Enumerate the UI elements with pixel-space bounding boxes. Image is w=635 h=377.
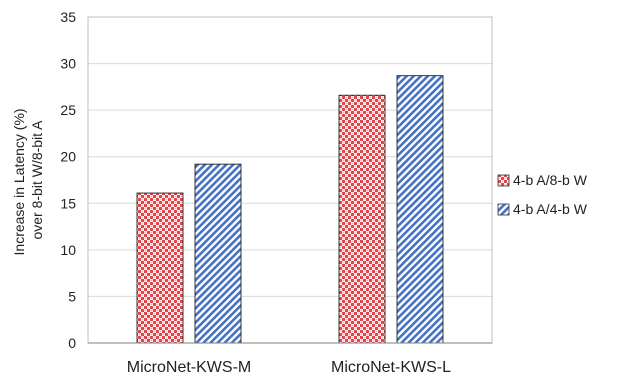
y-tick-label: 5	[68, 288, 76, 304]
bar-1-2	[338, 94, 386, 344]
legend: 4-b A/8-b W 4-b A/4-b W	[497, 172, 588, 217]
legend-item-1: 4-b A/8-b W	[497, 172, 588, 188]
legend-label-1: 4-b A/8-b W	[513, 172, 588, 188]
axes	[87, 16, 493, 344]
y-tick-label: 20	[60, 149, 76, 165]
legend-swatch-2	[497, 203, 510, 216]
bars	[136, 75, 444, 344]
y-tick-label: 35	[60, 9, 76, 25]
bar-2-1	[194, 163, 242, 344]
y-axis-label-line-2: over 8-bit W/8-bit A	[29, 120, 45, 240]
bar-1-1	[136, 192, 184, 344]
legend-swatch-1	[497, 174, 510, 187]
y-tick-label: 30	[60, 56, 76, 72]
y-tick-label: 15	[60, 195, 76, 211]
x-category-label: MicroNet-KWS-L	[331, 359, 451, 376]
y-tick-labels: 0 5 10 15 20 25 30 35	[60, 9, 76, 351]
legend-item-2: 4-b A/4-b W	[497, 201, 588, 217]
y-axis-label-line-1: Increase in Latency (%)	[11, 108, 27, 255]
x-category-label: MicroNet-KWS-M	[127, 359, 251, 376]
bar-2-2	[396, 75, 444, 344]
y-tick-label: 25	[60, 102, 76, 118]
x-category-labels: MicroNet-KWS-M MicroNet-KWS-L	[127, 359, 451, 376]
y-axis-label: Increase in Latency (%) over 8-bit W/8-b…	[11, 105, 45, 256]
y-tick-label: 10	[60, 242, 76, 258]
y-tick-label: 0	[68, 335, 76, 351]
legend-label-2: 4-b A/4-b W	[513, 201, 588, 217]
